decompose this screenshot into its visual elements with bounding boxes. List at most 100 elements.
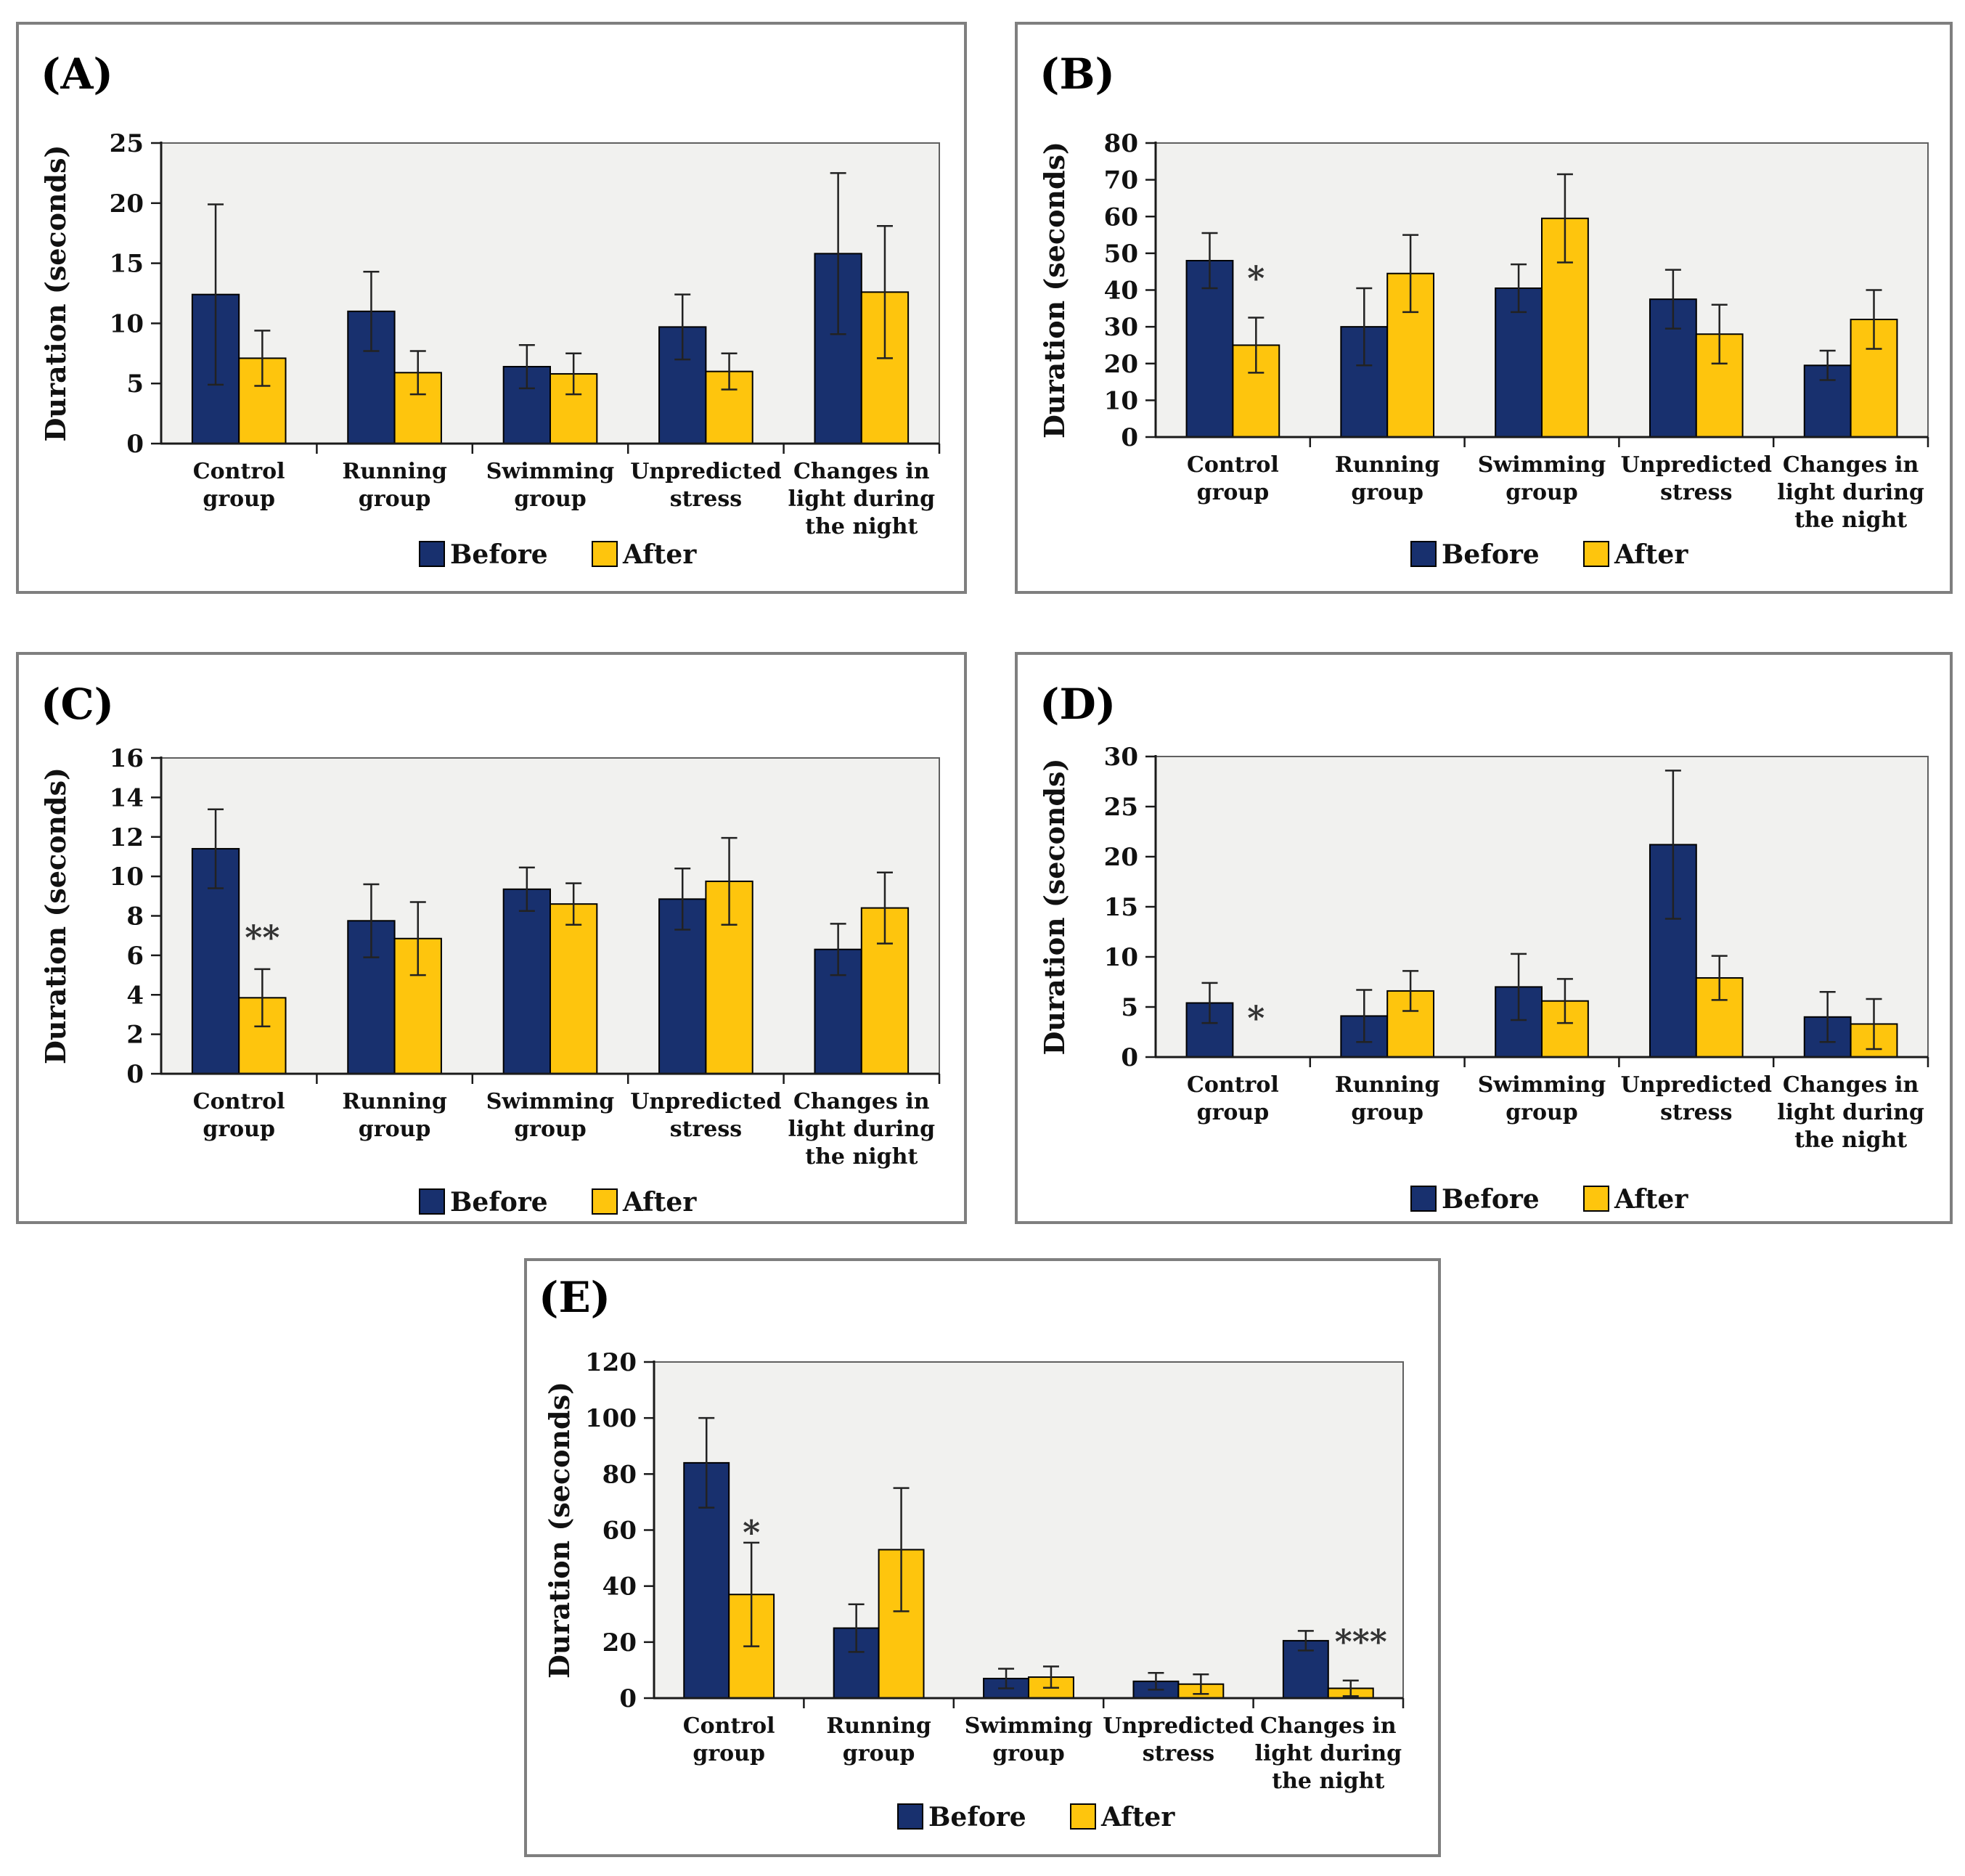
x-category-label-control-group: Control group bbox=[193, 459, 285, 512]
x-category-label-changes-in-light-during-the-night: Changes in light during the night bbox=[1777, 452, 1924, 533]
y-tick-label: 2 bbox=[126, 1021, 144, 1050]
x-category-label-swimming-group: Swimming group bbox=[1478, 452, 1606, 505]
error-bar-after-swimming-group bbox=[1556, 978, 1573, 1024]
y-axis-title: Duration (seconds) bbox=[1038, 758, 1071, 1055]
error-bar-before-running-group bbox=[1356, 989, 1373, 1043]
x-category-label-running-group: Running group bbox=[342, 459, 447, 512]
y-tick-label: 16 bbox=[110, 744, 144, 773]
x-axis-ticks bbox=[1309, 1057, 1929, 1067]
legend-after-label: After bbox=[622, 539, 697, 570]
x-category-label-swimming-group: Swimming group bbox=[1478, 1072, 1606, 1125]
error-bar-after-swimming-group bbox=[1042, 1665, 1059, 1689]
y-tick-label: 25 bbox=[1104, 793, 1138, 822]
y-tick-label: 60 bbox=[1104, 203, 1138, 232]
y-tick-label: 0 bbox=[1121, 1043, 1138, 1072]
y-axis-ticks: 0 5 10 15 20 25 30 bbox=[1104, 743, 1156, 1072]
legend-after: After bbox=[592, 1187, 697, 1218]
y-tick-label: 120 bbox=[585, 1348, 637, 1377]
x-category-label-unpredicted-stress: Unpredicted stress bbox=[1621, 1072, 1772, 1125]
x-category-label-changes-in-light-during-the-night: Changes in light during the night bbox=[788, 1089, 935, 1170]
error-bar-before-changes-in-light-during-the-night bbox=[1297, 1630, 1314, 1652]
x-category-label-swimming-group: Swimming group bbox=[965, 1713, 1093, 1766]
y-tick-label: 25 bbox=[110, 129, 144, 158]
y-tick-label: 8 bbox=[126, 902, 144, 931]
x-axis-ticks bbox=[1309, 437, 1929, 447]
y-tick-label: 15 bbox=[110, 250, 144, 279]
error-bar-before-control-group bbox=[698, 1416, 715, 1509]
chart-B: * 0 10 20 30 40 50 60 70 80 Control group Running gro… bbox=[1038, 49, 1929, 570]
error-bar-after-swimming-group bbox=[565, 352, 582, 396]
error-bar-before-control-group bbox=[1201, 232, 1218, 290]
panel-C: ** 0 2 4 6 8 10 12 14 16 Control group Running group S… bbox=[16, 652, 967, 1224]
bar-before-changes-in-light-during-the-night bbox=[1282, 1639, 1329, 1700]
error-bar-after-running-group bbox=[1402, 234, 1419, 314]
y-tick-label: 20 bbox=[602, 1628, 637, 1657]
legend: Before After bbox=[1410, 1184, 1688, 1215]
legend-after: After bbox=[1583, 539, 1688, 570]
error-bar-after-changes-in-light-during-the-night bbox=[876, 871, 893, 945]
error-bar-after-changes-in-light-during-the-night bbox=[876, 225, 893, 359]
error-bar-after-swimming-group bbox=[1556, 173, 1573, 264]
y-tick-label: 10 bbox=[1104, 386, 1138, 415]
error-bar-before-swimming-group bbox=[1511, 953, 1527, 1021]
significance-asterisk: ** bbox=[245, 918, 279, 958]
error-bar-after-changes-in-light-during-the-night bbox=[1866, 289, 1882, 350]
legend-after-swatch bbox=[1583, 541, 1609, 567]
legend-after: After bbox=[1070, 1802, 1175, 1832]
legend-before-label: Before bbox=[1442, 539, 1540, 570]
legend-before-swatch bbox=[1410, 1186, 1437, 1212]
panel-D: * 0 5 10 15 20 25 30 Control group Running group Swi… bbox=[1015, 652, 1953, 1224]
y-tick-label: 15 bbox=[1104, 893, 1138, 922]
error-bar-after-control-group bbox=[254, 968, 271, 1027]
panel-letter-label: (C) bbox=[41, 680, 114, 729]
x-category-label-running-group: Running group bbox=[1335, 452, 1440, 505]
error-bar-before-running-group bbox=[1356, 287, 1373, 367]
error-bar-before-changes-in-light-during-the-night bbox=[1819, 991, 1836, 1043]
error-bar-before-running-group bbox=[848, 1603, 865, 1653]
legend-before-swatch bbox=[419, 541, 445, 567]
legend-after-swatch bbox=[592, 1188, 618, 1215]
legend-after-label: After bbox=[622, 1187, 697, 1218]
error-bar-before-swimming-group bbox=[998, 1668, 1015, 1689]
x-axis-ticks bbox=[316, 444, 941, 454]
legend: Before After bbox=[897, 1802, 1175, 1832]
legend-before-swatch bbox=[419, 1188, 445, 1215]
y-tick-label: 4 bbox=[126, 981, 144, 1010]
x-axis-ticks bbox=[316, 1074, 941, 1084]
bar-after-swimming-group bbox=[1541, 217, 1589, 438]
y-tick-label: 80 bbox=[1104, 129, 1138, 158]
error-bar-after-control-group bbox=[743, 1541, 760, 1647]
legend: Before After bbox=[419, 539, 697, 570]
error-bar-after-running-group bbox=[409, 350, 426, 396]
error-bar-before-unpredicted-stress bbox=[1664, 269, 1681, 330]
x-category-label-control-group: Control group bbox=[1187, 452, 1279, 505]
legend-after: After bbox=[592, 539, 697, 570]
significance-asterisk: * bbox=[1247, 999, 1265, 1038]
legend-before-label: Before bbox=[928, 1802, 1026, 1832]
panel-letter-label: (D) bbox=[1039, 680, 1116, 729]
x-category-label-control-group: Control group bbox=[1187, 1072, 1279, 1125]
x-category-label-unpredicted-stress: Unpredicted stress bbox=[630, 1089, 781, 1142]
error-bar-before-control-group bbox=[208, 808, 224, 889]
legend-before-swatch bbox=[1410, 541, 1437, 567]
panel-B: * 0 10 20 30 40 50 60 70 80 Control group Running gro… bbox=[1015, 22, 1953, 594]
y-axis-title: Duration (seconds) bbox=[543, 1382, 576, 1679]
legend-before-label: Before bbox=[450, 1187, 548, 1218]
error-bar-before-running-group bbox=[363, 883, 380, 958]
x-category-label-control-group: Control group bbox=[193, 1089, 285, 1142]
chart-C: ** 0 2 4 6 8 10 12 14 16 Control group Running group S… bbox=[39, 680, 941, 1218]
y-tick-label: 5 bbox=[1121, 993, 1138, 1022]
y-tick-label: 12 bbox=[110, 823, 144, 852]
error-bar-after-running-group bbox=[1402, 970, 1419, 1012]
y-tick-label: 0 bbox=[126, 430, 144, 459]
legend-after-swatch bbox=[592, 541, 618, 567]
error-bar-before-unpredicted-stress bbox=[674, 293, 691, 361]
x-category-label-control-group: Control group bbox=[683, 1713, 775, 1766]
error-bar-before-swimming-group bbox=[1511, 263, 1527, 314]
chart-A: 0 5 10 15 20 25 Control group Running group Swimmi… bbox=[39, 49, 941, 570]
x-category-label-changes-in-light-during-the-night: Changes in light during the night bbox=[1777, 1072, 1924, 1153]
x-category-label-changes-in-light-during-the-night: Changes in light during the night bbox=[1254, 1713, 1402, 1794]
error-bar-after-running-group bbox=[893, 1487, 910, 1612]
y-tick-label: 20 bbox=[1104, 350, 1138, 379]
